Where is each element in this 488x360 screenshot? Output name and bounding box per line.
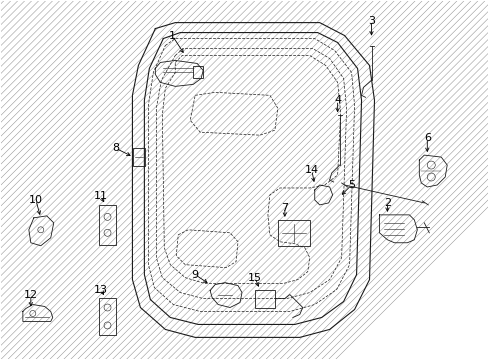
Bar bbox=[277, 220, 309, 246]
Bar bbox=[99, 205, 116, 245]
Bar bbox=[133, 148, 145, 166]
Text: 9: 9 bbox=[191, 270, 198, 280]
Text: 14: 14 bbox=[304, 165, 318, 175]
Text: 12: 12 bbox=[24, 289, 38, 300]
Text: 6: 6 bbox=[423, 133, 430, 143]
Bar bbox=[254, 289, 274, 307]
Text: 13: 13 bbox=[93, 284, 107, 294]
Bar bbox=[193, 67, 203, 78]
Text: 1: 1 bbox=[168, 31, 175, 41]
Text: 7: 7 bbox=[281, 203, 288, 213]
Text: 4: 4 bbox=[333, 95, 341, 105]
Text: 10: 10 bbox=[29, 195, 43, 205]
Text: 3: 3 bbox=[367, 15, 374, 26]
Bar bbox=[99, 298, 116, 336]
Text: 2: 2 bbox=[383, 198, 390, 208]
Text: 8: 8 bbox=[112, 143, 119, 153]
Text: 11: 11 bbox=[93, 191, 107, 201]
Text: 5: 5 bbox=[347, 180, 354, 190]
Text: 15: 15 bbox=[247, 273, 262, 283]
